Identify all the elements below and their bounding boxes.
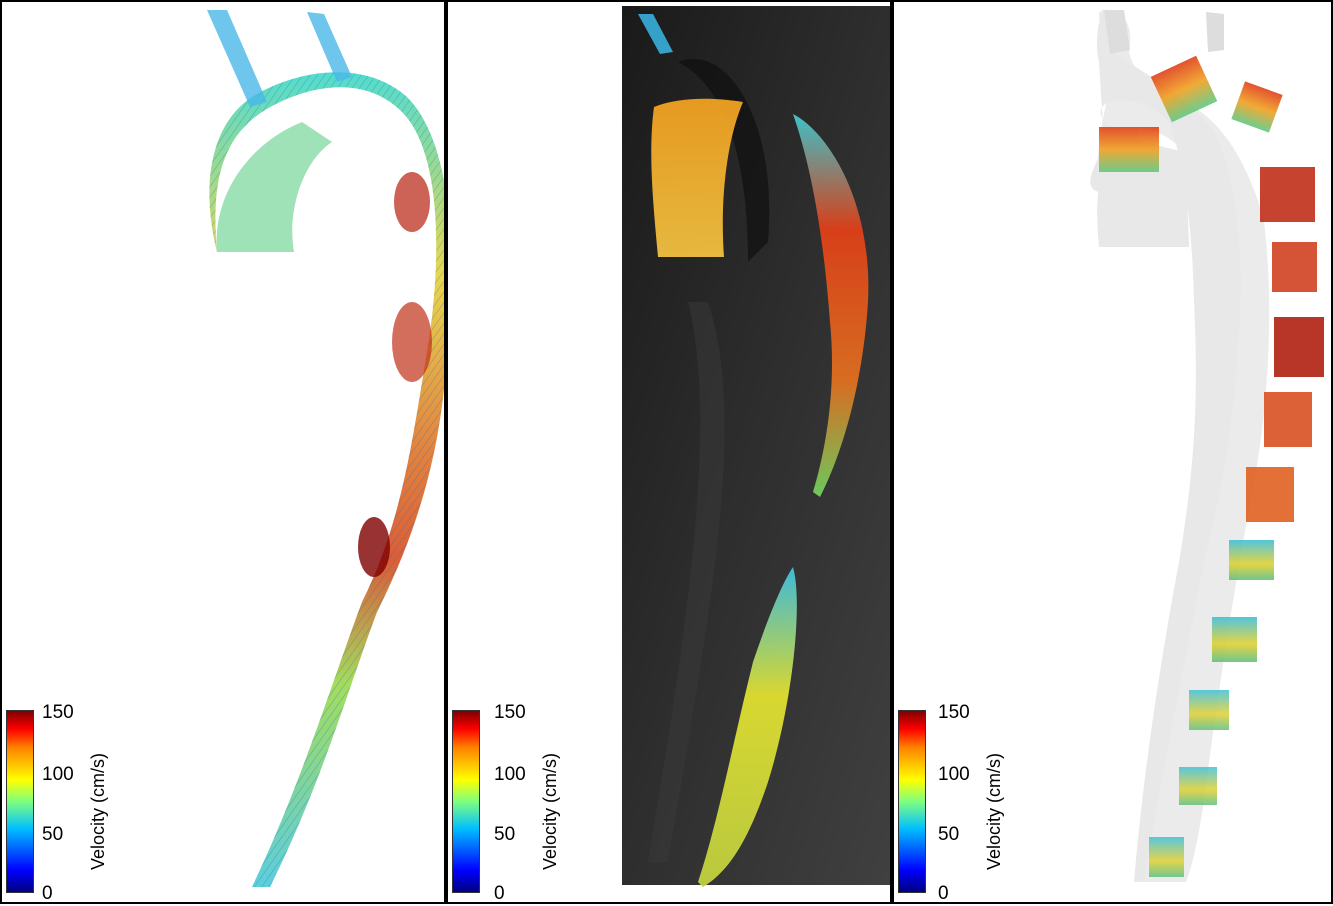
colorbar-tick-150: 150 (42, 702, 74, 723)
cross-section-plane (1246, 467, 1294, 522)
cross-section-plane (1150, 55, 1218, 123)
panel-mri-overlay: 150 100 50 0 Velocity (cm/s) (446, 0, 892, 904)
colorbar-tick-0: 0 (494, 883, 505, 904)
colorbar-label: Velocity (cm/s) (540, 752, 560, 870)
colorbar-tick-100: 100 (42, 764, 74, 785)
colorbar-label: Velocity (cm/s) (88, 752, 108, 870)
cross-section-plane (1179, 767, 1217, 805)
colorbar-tick-150: 150 (938, 702, 970, 723)
colorbar-tick-150: 150 (494, 702, 526, 723)
colorbar-tick-0: 0 (42, 883, 53, 904)
cross-section-plane (1274, 317, 1324, 377)
cross-section-plane (1272, 242, 1317, 292)
colorbar-tick-100: 100 (494, 764, 526, 785)
colorbar-label: Velocity (cm/s) (984, 752, 1004, 870)
colorbar-tick-50: 50 (42, 824, 64, 845)
colorbar (6, 710, 34, 893)
cross-section-plane (1231, 81, 1283, 133)
colorbar (452, 710, 480, 893)
cross-section-plane (1264, 392, 1312, 447)
colorbar-tick-0: 0 (938, 883, 949, 904)
cross-section-plane (1260, 167, 1315, 222)
colorbar-tick-100: 100 (938, 764, 970, 785)
colorbar (898, 710, 926, 893)
cross-section-plane (1229, 540, 1274, 580)
cross-section-plane (1212, 617, 1257, 662)
panel-3d-surface: 150 100 50 0 Velocity (cm/s) (892, 0, 1333, 904)
mri-overlay-image (622, 6, 890, 887)
aorta-3d-model (1090, 9, 1324, 883)
cross-section-plane (1149, 837, 1184, 877)
aorta-vector-field (207, 10, 444, 887)
colorbar-tick-50: 50 (938, 824, 960, 845)
cross-section-plane (1099, 127, 1159, 172)
cross-section-plane (1189, 690, 1229, 730)
colorbar-tick-50: 50 (494, 824, 516, 845)
panel-vector-field: 150 100 50 0 Velocity (cm/s) (0, 0, 446, 904)
